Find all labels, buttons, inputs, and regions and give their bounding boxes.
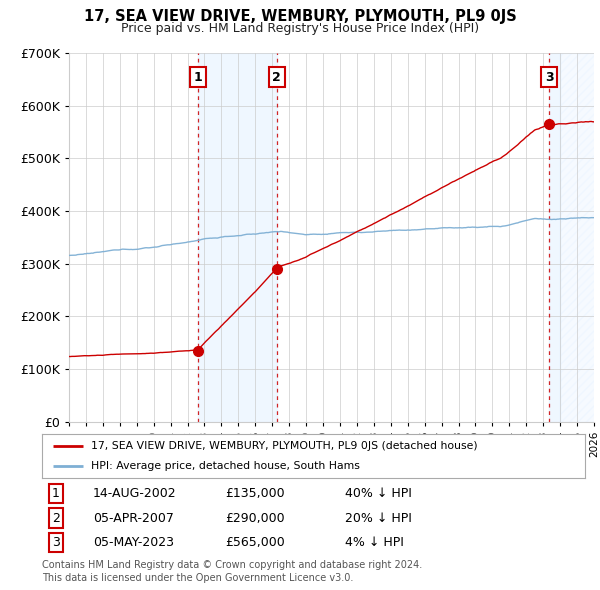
Text: This data is licensed under the Open Government Licence v3.0.: This data is licensed under the Open Gov… xyxy=(42,573,353,583)
Text: £290,000: £290,000 xyxy=(225,512,284,525)
Bar xyxy=(549,53,560,422)
Text: 3: 3 xyxy=(52,536,60,549)
Bar xyxy=(560,53,600,422)
Text: 1: 1 xyxy=(52,487,60,500)
Text: Contains HM Land Registry data © Crown copyright and database right 2024.: Contains HM Land Registry data © Crown c… xyxy=(42,560,422,570)
Text: 20% ↓ HPI: 20% ↓ HPI xyxy=(345,512,412,525)
Text: 17, SEA VIEW DRIVE, WEMBURY, PLYMOUTH, PL9 0JS (detached house): 17, SEA VIEW DRIVE, WEMBURY, PLYMOUTH, P… xyxy=(91,441,478,451)
Text: 05-MAY-2023: 05-MAY-2023 xyxy=(93,536,174,549)
Text: 40% ↓ HPI: 40% ↓ HPI xyxy=(345,487,412,500)
Text: £565,000: £565,000 xyxy=(225,536,285,549)
Text: 2: 2 xyxy=(272,71,281,84)
Text: Price paid vs. HM Land Registry's House Price Index (HPI): Price paid vs. HM Land Registry's House … xyxy=(121,22,479,35)
Text: 4% ↓ HPI: 4% ↓ HPI xyxy=(345,536,404,549)
Text: £135,000: £135,000 xyxy=(225,487,284,500)
Text: 05-APR-2007: 05-APR-2007 xyxy=(93,512,174,525)
Text: 2: 2 xyxy=(52,512,60,525)
Text: HPI: Average price, detached house, South Hams: HPI: Average price, detached house, Sout… xyxy=(91,461,360,471)
Text: 3: 3 xyxy=(545,71,553,84)
Bar xyxy=(198,53,277,422)
Text: 1: 1 xyxy=(194,71,202,84)
Text: 14-AUG-2002: 14-AUG-2002 xyxy=(93,487,176,500)
Text: 17, SEA VIEW DRIVE, WEMBURY, PLYMOUTH, PL9 0JS: 17, SEA VIEW DRIVE, WEMBURY, PLYMOUTH, P… xyxy=(83,9,517,24)
